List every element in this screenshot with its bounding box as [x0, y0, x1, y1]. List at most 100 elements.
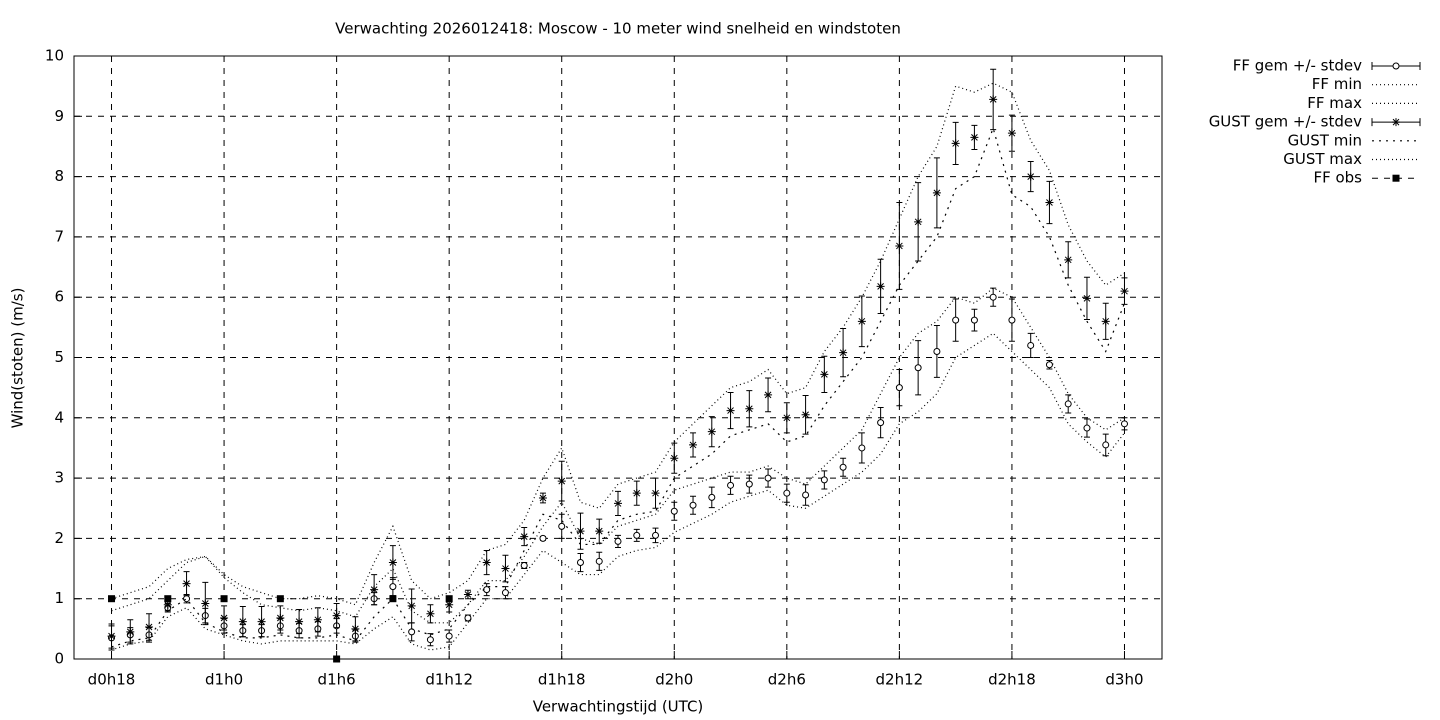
- point-circle: [1102, 441, 1110, 449]
- point-star: [689, 440, 698, 449]
- point-star: [707, 427, 716, 436]
- x-axis-label: Verwachtingstijd (UTC): [533, 698, 704, 716]
- point-square: [220, 595, 228, 603]
- point-star: [782, 413, 791, 422]
- point-star: [557, 477, 566, 486]
- point-circle: [408, 628, 416, 636]
- point-star: [801, 410, 810, 419]
- point-star: [764, 390, 773, 399]
- point-circle: [614, 537, 622, 545]
- x-tick-label: d2h12: [876, 671, 924, 689]
- point-circle: [426, 636, 434, 644]
- point-circle: [464, 614, 472, 622]
- point-circle: [764, 474, 772, 482]
- point-circle: [1120, 420, 1128, 428]
- point-star: [482, 558, 491, 567]
- legend-label: FF gem +/- stdev: [1233, 57, 1362, 75]
- point-star: [426, 609, 435, 618]
- point-star: [163, 600, 172, 609]
- point-star: [914, 217, 923, 226]
- point-circle: [520, 562, 528, 570]
- point-star: [632, 489, 641, 498]
- point-star: [651, 489, 660, 498]
- y-tick-label: 8: [54, 167, 64, 185]
- point-circle: [858, 444, 866, 452]
- point-star: [107, 632, 116, 641]
- point-star: [332, 611, 341, 620]
- point-circle: [989, 293, 997, 301]
- point-circle: [933, 347, 941, 355]
- point-circle: [970, 316, 978, 324]
- range-line: [111, 126, 1126, 648]
- x-tick-label: d0h18: [88, 671, 136, 689]
- point-circle: [1083, 424, 1091, 432]
- point-star: [370, 585, 379, 594]
- legend-label: GUST min: [1288, 131, 1362, 149]
- point-square: [164, 595, 172, 603]
- legend-marker: [1392, 118, 1400, 127]
- point-star: [576, 527, 585, 536]
- point-circle: [595, 557, 603, 565]
- point-star: [238, 617, 247, 626]
- point-circle: [483, 586, 491, 594]
- point-circle: [183, 595, 191, 603]
- point-star: [276, 613, 285, 622]
- point-circle: [389, 583, 397, 591]
- point-star: [201, 599, 210, 608]
- point-circle: [445, 632, 453, 640]
- y-tick-label: 1: [54, 589, 64, 607]
- point-circle: [652, 531, 660, 539]
- point-star: [220, 613, 229, 622]
- y-tick-label: 9: [54, 107, 64, 125]
- point-star: [351, 624, 360, 633]
- point-star: [970, 133, 979, 142]
- point-circle: [670, 507, 678, 515]
- x-tick-label: d3h0: [1105, 671, 1143, 689]
- point-circle: [689, 501, 697, 509]
- point-square: [108, 595, 116, 603]
- point-circle: [802, 491, 810, 499]
- point-star: [313, 615, 322, 624]
- point-star: [932, 188, 941, 197]
- y-axis-label: Wind(stoten) (m/s): [9, 288, 27, 429]
- y-tick-label: 3: [54, 469, 64, 487]
- y-tick-label: 10: [45, 47, 64, 65]
- point-star: [614, 499, 622, 508]
- point-star: [1101, 317, 1110, 326]
- point-star: [1064, 255, 1073, 264]
- point-circle: [708, 493, 716, 501]
- point-star: [1007, 129, 1016, 138]
- point-star: [895, 241, 904, 250]
- chart-title: Verwachting 2026012418: Moscow - 10 mete…: [335, 20, 901, 38]
- y-tick-label: 7: [54, 227, 64, 245]
- point-circle: [1008, 316, 1016, 324]
- point-star: [745, 404, 754, 413]
- point-star: [445, 600, 454, 609]
- point-star: [670, 454, 679, 463]
- legend-marker: [1392, 62, 1400, 70]
- legend-label: GUST max: [1283, 150, 1362, 168]
- point-square: [445, 595, 453, 603]
- point-star: [501, 564, 510, 573]
- point-star: [145, 623, 154, 632]
- point-circle: [558, 522, 566, 530]
- y-tick-label: 5: [54, 348, 64, 366]
- point-square: [389, 595, 397, 603]
- point-star: [538, 493, 547, 502]
- point-star: [126, 627, 135, 636]
- point-star: [857, 317, 866, 326]
- point-square: [276, 595, 284, 603]
- point-star: [726, 406, 735, 415]
- point-square: [333, 655, 341, 663]
- point-circle: [539, 534, 547, 542]
- point-star: [388, 558, 397, 567]
- point-circle: [745, 480, 753, 488]
- x-tick-label: d2h18: [988, 671, 1036, 689]
- point-star: [1045, 198, 1054, 207]
- x-tick-label: d2h6: [768, 671, 806, 689]
- y-tick-label: 2: [54, 529, 64, 547]
- point-star: [1026, 172, 1035, 181]
- point-star: [595, 527, 604, 536]
